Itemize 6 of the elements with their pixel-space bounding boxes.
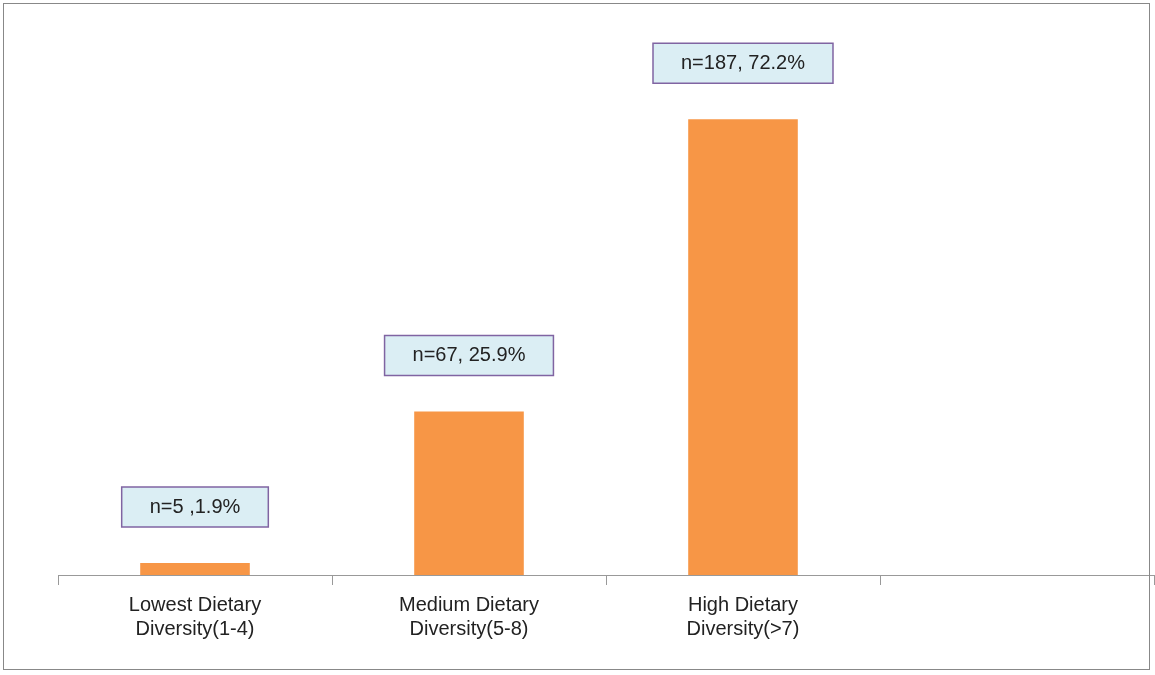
- data-label: n=187, 72.2%: [681, 50, 806, 73]
- data-label: n=5 ,1.9%: [149, 494, 241, 517]
- x-tick-label: Lowest Dietary Diversity(1-4): [128, 592, 262, 639]
- x-tick-label: Medium Dietary Diversity(5-8): [398, 592, 540, 639]
- data-label: n=67, 25.9%: [412, 343, 526, 366]
- x-tick-label: High Dietary Diversity(>7): [686, 592, 800, 639]
